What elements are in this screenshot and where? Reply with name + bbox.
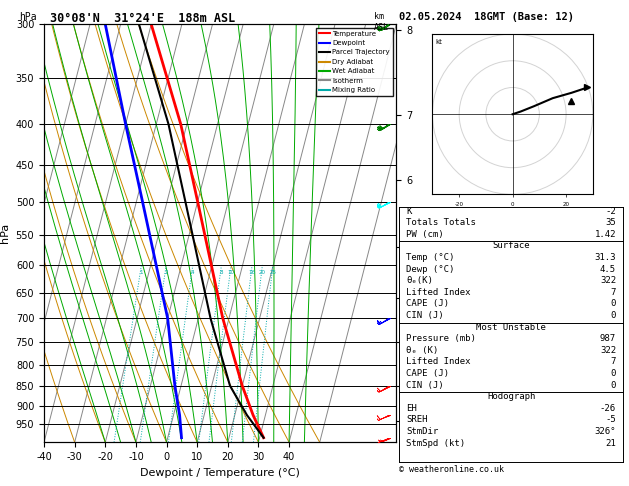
- Text: θₑ(K): θₑ(K): [406, 276, 433, 285]
- Text: 987: 987: [600, 334, 616, 343]
- Text: 21: 21: [605, 438, 616, 448]
- Text: 0: 0: [611, 369, 616, 378]
- Legend: Temperature, Dewpoint, Parcel Trajectory, Dry Adiabat, Wet Adiabat, Isotherm, Mi: Temperature, Dewpoint, Parcel Trajectory…: [316, 28, 392, 96]
- X-axis label: Dewpoint / Temperature (°C): Dewpoint / Temperature (°C): [140, 468, 300, 478]
- Text: Most Unstable: Most Unstable: [476, 323, 546, 331]
- Text: Totals Totals: Totals Totals: [406, 218, 476, 227]
- Text: 1.42: 1.42: [594, 230, 616, 239]
- Text: -5: -5: [605, 416, 616, 424]
- Text: 02.05.2024  18GMT (Base: 12): 02.05.2024 18GMT (Base: 12): [399, 12, 574, 22]
- Text: Lifted Index: Lifted Index: [406, 357, 470, 366]
- Text: 8: 8: [220, 270, 223, 275]
- Text: © weatheronline.co.uk: © weatheronline.co.uk: [399, 465, 504, 474]
- Text: 31.3: 31.3: [594, 253, 616, 262]
- Text: 7: 7: [611, 357, 616, 366]
- Text: 35: 35: [605, 218, 616, 227]
- Text: StmSpd (kt): StmSpd (kt): [406, 438, 465, 448]
- Text: SREH: SREH: [406, 416, 428, 424]
- Text: 4: 4: [191, 270, 194, 275]
- Text: 1: 1: [140, 270, 143, 275]
- Text: 30°08'N  31°24'E  188m ASL: 30°08'N 31°24'E 188m ASL: [50, 12, 236, 25]
- Y-axis label: hPa: hPa: [0, 223, 10, 243]
- Text: 16: 16: [248, 270, 255, 275]
- Text: Surface: Surface: [493, 242, 530, 250]
- Text: Lifted Index: Lifted Index: [406, 288, 470, 297]
- Text: 10: 10: [228, 270, 235, 275]
- Text: 2: 2: [164, 270, 168, 275]
- Text: CAPE (J): CAPE (J): [406, 369, 449, 378]
- Text: CIN (J): CIN (J): [406, 311, 443, 320]
- Text: 326°: 326°: [594, 427, 616, 436]
- Text: -26: -26: [600, 404, 616, 413]
- Y-axis label: km
ASL: km ASL: [418, 224, 440, 243]
- Text: km
ASL: km ASL: [374, 12, 389, 32]
- Text: kt: kt: [435, 39, 442, 45]
- Text: StmDir: StmDir: [406, 427, 438, 436]
- Text: 25: 25: [269, 270, 276, 275]
- Text: Temp (°C): Temp (°C): [406, 253, 455, 262]
- Text: PW (cm): PW (cm): [406, 230, 443, 239]
- Text: EH: EH: [406, 404, 417, 413]
- Text: K: K: [406, 207, 411, 216]
- Text: CIN (J): CIN (J): [406, 381, 443, 389]
- Text: Hodograph: Hodograph: [487, 392, 535, 401]
- Text: 20: 20: [259, 270, 266, 275]
- Text: CAPE (J): CAPE (J): [406, 299, 449, 308]
- Text: 0: 0: [611, 381, 616, 389]
- Text: 4.5: 4.5: [600, 264, 616, 274]
- Text: 322: 322: [600, 276, 616, 285]
- Text: Dewp (°C): Dewp (°C): [406, 264, 455, 274]
- Text: Pressure (mb): Pressure (mb): [406, 334, 476, 343]
- Text: 0: 0: [611, 299, 616, 308]
- Text: -2: -2: [605, 207, 616, 216]
- Text: θₑ (K): θₑ (K): [406, 346, 438, 355]
- Text: 322: 322: [600, 346, 616, 355]
- Text: 0: 0: [611, 311, 616, 320]
- Text: hPa: hPa: [19, 12, 36, 22]
- Text: 7: 7: [611, 288, 616, 297]
